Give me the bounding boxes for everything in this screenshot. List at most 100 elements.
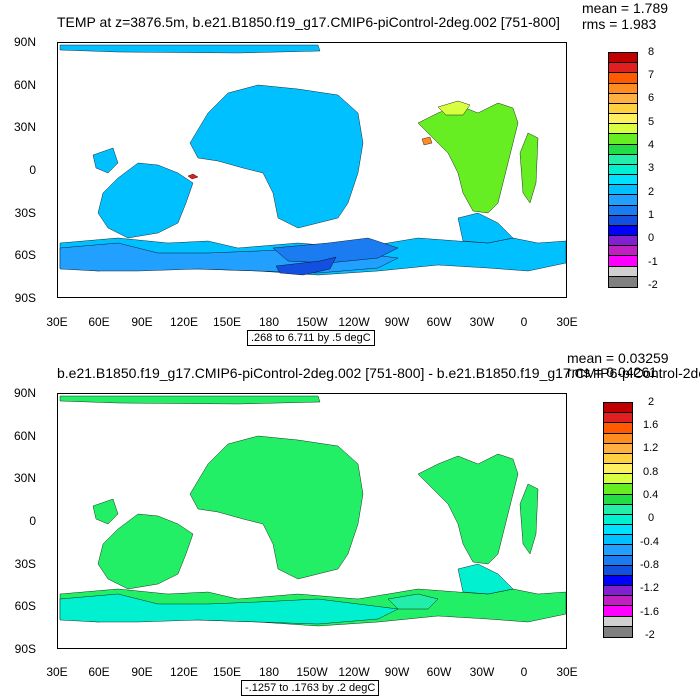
top-xlabel: 150E xyxy=(212,315,242,329)
top-map-frame xyxy=(57,42,567,298)
field-region xyxy=(59,593,399,625)
colorbar-swatch xyxy=(609,154,637,165)
bottom-map-field xyxy=(59,395,566,627)
bottom-xlabel: 120E xyxy=(169,665,199,679)
bottom-ylabel-0: 0 xyxy=(29,514,36,528)
colorbar-swatch xyxy=(604,565,632,576)
top-contour-range-label: .268 to 6.711 by .5 degC xyxy=(247,330,375,346)
bottom-xlabel: 30E xyxy=(556,665,578,679)
colorbar-swatch xyxy=(604,453,632,465)
colorbar-swatch xyxy=(609,144,637,155)
top-cbar-label: 7 xyxy=(648,69,655,81)
colorbar-swatch xyxy=(604,586,632,597)
top-rms-stat: rms = 1.983 xyxy=(582,16,657,32)
bottom-contour-range-label: -.1257 to .1763 by .2 degC xyxy=(241,680,380,696)
colorbar-swatch xyxy=(609,164,637,176)
colorbar-swatch xyxy=(604,494,632,505)
field-region xyxy=(97,162,194,239)
top-field-atlantic-region xyxy=(417,102,539,214)
field-region xyxy=(519,132,539,204)
field-region xyxy=(97,513,194,590)
top-ylabel-0: 0 xyxy=(29,163,36,177)
bottom-xlabel: 120W xyxy=(338,665,370,679)
colorbar-swatch xyxy=(604,606,632,617)
colorbar-swatch xyxy=(609,124,637,135)
field-region xyxy=(59,395,321,405)
top-xlabel: 90W xyxy=(384,315,410,329)
colorbar-swatch xyxy=(604,525,632,536)
colorbar-swatch xyxy=(604,514,632,526)
top-xlabel: 30E xyxy=(556,315,578,329)
bottom-xlabel: 180 xyxy=(258,665,280,679)
top-field-mediterranean-region xyxy=(437,100,471,116)
top-xlabel: 30W xyxy=(469,315,495,329)
bottom-map-title: b.e21.B1850.f19_g17.CMIP6-piControl-2deg… xyxy=(57,365,700,381)
colorbar-swatch xyxy=(604,535,632,546)
bottom-mean-stat: mean = 0.03259 xyxy=(567,350,669,366)
top-xlabel: 180 xyxy=(258,315,280,329)
top-cbar-label: 4 xyxy=(648,139,655,151)
top-cbar-label: 3 xyxy=(648,162,655,174)
top-ylabel-30s: 30S xyxy=(14,206,36,220)
colorbar-swatch xyxy=(609,114,637,125)
top-map-panel: TEMP at z=3876.5m, b.e21.B1850.f19_g17.C… xyxy=(13,0,669,346)
colorbar-swatch xyxy=(609,175,637,186)
field-region xyxy=(387,593,439,610)
colorbar-swatch xyxy=(609,83,637,94)
bottom-xlabel: 90E xyxy=(131,665,153,679)
top-cbar-label: 2 xyxy=(648,186,655,198)
colorbar-swatch xyxy=(609,134,637,145)
colorbar-swatch xyxy=(609,266,637,277)
bottom-cbar-label: -1.2 xyxy=(640,582,659,594)
colorbar-swatch xyxy=(609,93,637,104)
colorbar-swatch xyxy=(609,225,637,237)
bottom-xlabel: 90W xyxy=(384,665,410,679)
bottom-ylabel-60n: 60N xyxy=(13,429,36,443)
colorbar-swatch xyxy=(604,474,632,485)
top-ylabel-90s: 90S xyxy=(14,291,36,305)
bottom-field-cyan-region xyxy=(387,593,439,610)
colorbar-swatch xyxy=(609,276,637,287)
bottom-cbar-label: 1.2 xyxy=(643,442,659,454)
bottom-ylabel-30s: 30S xyxy=(14,557,36,571)
colorbar-swatch xyxy=(609,103,637,115)
top-colorbar xyxy=(608,52,638,288)
colorbar-swatch xyxy=(609,256,637,267)
top-field-coldest-region xyxy=(275,256,337,276)
bottom-ylabel-60s: 60S xyxy=(14,599,36,613)
bottom-xlabel: 30E xyxy=(46,665,68,679)
colorbar-swatch xyxy=(609,246,637,257)
bottom-xlabel: 30W xyxy=(469,665,495,679)
bottom-cbar-label: 1.6 xyxy=(643,419,659,431)
top-xlabel: 120E xyxy=(169,315,199,329)
top-xlabel: 60W xyxy=(426,315,452,329)
field-region xyxy=(417,453,519,565)
bottom-xlabel: 150E xyxy=(212,665,242,679)
colorbar-swatch xyxy=(604,403,632,414)
colorbar-swatch xyxy=(604,484,632,495)
colorbar-swatch xyxy=(609,215,637,226)
bottom-colorbar xyxy=(603,402,633,638)
colorbar-swatch xyxy=(609,53,637,64)
top-cbar-label: 6 xyxy=(648,92,655,104)
field-region xyxy=(59,44,321,54)
top-mean-stat: mean = 1.789 xyxy=(582,0,669,16)
colorbar-swatch xyxy=(604,423,632,434)
top-ylabel-90n: 90N xyxy=(13,35,36,49)
colorbar-swatch xyxy=(604,464,632,475)
top-ylabel-60n: 60N xyxy=(13,78,36,92)
field-region xyxy=(272,237,399,264)
top-field-warm-spot xyxy=(187,173,199,180)
colorbar-swatch xyxy=(604,504,632,515)
colorbar-swatch xyxy=(604,413,632,424)
top-cbar-label: 5 xyxy=(648,116,655,128)
top-xlabel: 120W xyxy=(338,315,370,329)
field-region xyxy=(189,84,364,229)
colorbar-swatch xyxy=(604,596,632,607)
bottom-cbar-label: -0.8 xyxy=(640,559,659,571)
top-cbar-label: -2 xyxy=(648,279,658,291)
top-field-warm-patch xyxy=(421,136,433,146)
top-xlabel: 0 xyxy=(520,315,528,329)
bottom-ylabel-90n: 90N xyxy=(13,386,36,400)
colorbar-swatch xyxy=(604,443,632,454)
